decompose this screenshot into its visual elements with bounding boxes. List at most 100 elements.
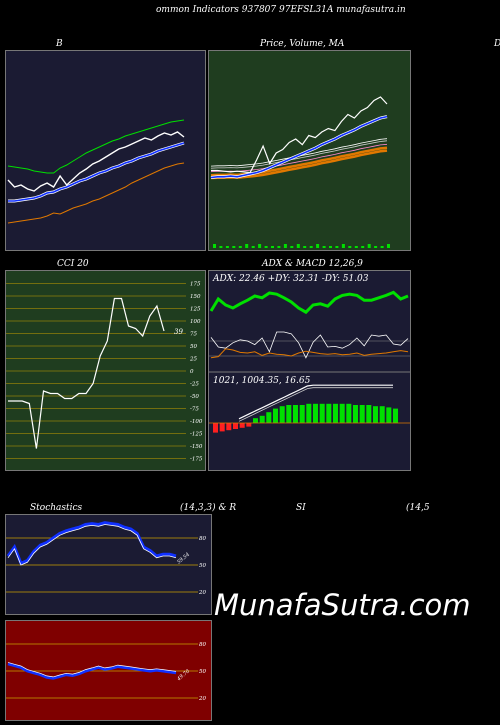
label-b: B [56,39,63,49]
volume-bar [367,244,371,248]
macd-bar [306,403,312,423]
macd-bar [326,403,332,423]
price-chart [210,96,390,248]
stoch-d-line [7,524,177,566]
rsi-tick-label: 80 [199,642,206,648]
price-line [211,96,388,174]
macd-bar [319,403,325,423]
cci-tick-label: -175 [190,457,203,463]
cci-chart: 175 150 125 100 75 50 25 0 -25 -50 -75 -100 -125 -150… [6,282,203,463]
macd-signal-line [238,387,393,422]
volume-bar [348,246,352,248]
volume-bar [290,246,294,248]
volume-bar [329,246,332,248]
stochastics-panel: 80 50 20 59.54 [5,514,212,615]
volume-bar [258,244,262,248]
rsi-panel: 80 50 20 49.70 [5,620,212,721]
volume-bar [277,246,281,248]
label-adx-macd: ADX & MACD 12,26,9 [262,259,363,269]
bollinger-chart [7,119,185,224]
cci-tick-label: -75 [190,407,199,413]
adx-macd-chart [209,290,410,433]
volume-bar [374,246,378,248]
cci-line [8,297,165,449]
macd-bar [253,418,258,423]
bb-lower-line [7,162,185,224]
adx-minus-dy-line [210,348,409,359]
macd-bar [379,406,385,423]
volume-bar [238,246,242,248]
macd-bar [219,423,225,432]
stoch-k-line [6,521,177,566]
volume-bar [283,244,287,248]
volume-bar [264,246,268,248]
cci-tick-label: 75 [190,332,197,338]
label-si: SI [296,503,306,513]
cci-tick-label: -50 [190,394,199,400]
rsi-line [7,662,177,680]
adx-values: ADX: 22.46 +DY: 32.31 -DY: 51.03 [213,274,369,284]
volume-bar [380,246,384,248]
volume-bar [387,244,390,248]
cci-tick-label: 100 [190,319,201,325]
stochastics-chart: 80 50 20 59.54 [6,521,206,596]
cci-tick-label: 25 [189,357,197,363]
cci-tick-label: 50 [190,344,197,350]
rsi-signal-line [7,662,177,678]
volume-bar [341,244,345,248]
cci-tick-label: -100 [190,419,203,425]
cci-tick-label: 175 [190,282,201,288]
macd-bar [259,415,265,423]
cci-tick-label: 150 [190,294,201,300]
label-stochastics: Stochastics [30,503,83,513]
cci-tick-label: 0 [190,369,194,375]
macd-bar [339,403,345,423]
cci-tick-label: 125 [190,307,201,313]
cci-panel: 175 150 125 100 75 50 25 0 -25 -50 -75 -100 -125 -150… [5,270,206,471]
adx-line [209,290,409,315]
label-d: D [494,39,500,49]
watermark: MunafaSutra.com [214,588,471,622]
page-title: ommon Indicators 937807 97EFSL31A munafa… [156,5,406,15]
macd-bar [393,408,398,423]
price-panel [208,50,411,251]
volume-bar [251,246,255,248]
volume-bar [322,246,326,248]
rsi-chart: 80 50 20 49.70 [6,642,206,702]
macd-bar [233,423,238,429]
stoch-tick-label: 20 [198,590,206,596]
stoch-last-label: 59.54 [176,552,191,566]
adx-plus-dy-line [210,331,409,359]
volume-bar [219,246,223,248]
volume-bar [296,244,300,248]
macd-bar [353,405,358,423]
volume-bar [316,244,320,248]
macd-bar [286,405,292,423]
rsi-tick-label: 50 [199,669,206,675]
macd-bar [366,405,372,423]
macd-bar [279,406,285,423]
macd-bar [346,403,352,423]
stoch-tick-label: 50 [199,563,206,569]
macd-bar [213,423,218,433]
label-price-volume-ma: Price, Volume, MA [260,39,345,49]
volume-bar [361,246,365,248]
macd-bar [273,408,278,423]
volume-bar [213,244,216,248]
macd-bar [313,403,318,423]
volume-bar [303,246,307,248]
label-cci: CCI 20 [57,259,89,269]
macd-bar [266,412,272,423]
rsi-last-label: 49.70 [175,668,191,683]
macd-bar [299,405,305,423]
adx-macd-panel: ADX: 22.46 +DY: 32.31 -DY: 51.03 1021, 1… [208,270,411,471]
volume-bar [245,244,249,248]
macd-bar [333,403,338,423]
label-si-params: (14,5 [406,503,430,513]
label-stoch-params: (14,3,3) & R [180,503,237,513]
volume-bar [354,246,358,248]
macd-bar [226,423,232,431]
bb-price-line [7,131,185,192]
volume-bar [335,246,339,248]
macd-bar [239,423,245,428]
